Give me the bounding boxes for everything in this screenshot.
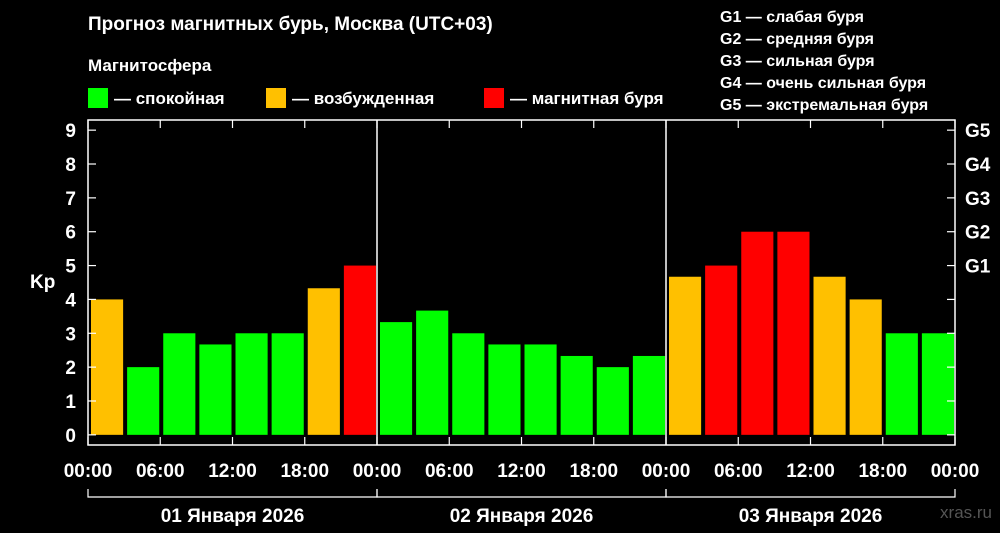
kp-bar-8 <box>380 322 413 435</box>
kp-bar-11 <box>488 344 521 435</box>
x-tick-label-9: 06:00 <box>714 461 763 482</box>
legend-swatch-storm <box>484 88 504 108</box>
legend-swatch-active <box>266 88 286 108</box>
g-level-label-G3: G3 <box>965 189 990 210</box>
x-tick-label-12: 00:00 <box>931 461 980 482</box>
storm-scale-g2: G2 — средняя буря <box>720 31 874 48</box>
kp-bar-16 <box>669 276 702 435</box>
day-bracket-0 <box>87 489 378 498</box>
y-tick-label-5: 5 <box>65 257 76 278</box>
y-tick-label-9: 9 <box>65 121 76 142</box>
day-label-2: 03 Января 2026 <box>739 506 883 527</box>
legend-swatch-quiet <box>88 88 108 108</box>
y-tick-label-3: 3 <box>65 324 76 345</box>
kp-bar-21 <box>849 299 882 435</box>
storm-scale-g5: G5 — экстремальная буря <box>720 97 929 114</box>
legend-item-storm: — магнитная буря <box>484 88 664 110</box>
x-tick-label-5: 06:00 <box>425 461 474 482</box>
x-tick-label-2: 12:00 <box>208 461 257 482</box>
y-tick-label-4: 4 <box>65 290 76 311</box>
x-tick-label-1: 06:00 <box>136 461 185 482</box>
kp-bar-1 <box>127 367 160 435</box>
kp-bar-12 <box>524 344 557 435</box>
kp-bar-23 <box>921 333 954 435</box>
kp-bar-14 <box>596 367 629 435</box>
kp-bar-20 <box>813 276 846 435</box>
y-tick-label-7: 7 <box>65 189 76 210</box>
kp-bar-19 <box>777 231 810 435</box>
day-label-0: 01 Января 2026 <box>161 506 305 527</box>
watermark: xras.ru <box>940 503 992 522</box>
kp-bar-3 <box>199 344 232 435</box>
kp-bar-18 <box>741 231 774 435</box>
y-tick-label-1: 1 <box>65 392 76 413</box>
x-tick-label-11: 18:00 <box>858 461 907 482</box>
x-tick-label-4: 00:00 <box>353 461 402 482</box>
y-tick-label-6: 6 <box>65 223 76 244</box>
chart-title: Прогноз магнитных бурь, Москва (UTC+03) <box>88 14 493 35</box>
x-tick-label-7: 18:00 <box>569 461 618 482</box>
x-tick-label-8: 00:00 <box>642 461 691 482</box>
legend-title: Магнитосфера <box>88 56 212 75</box>
x-tick-label-3: 18:00 <box>280 461 329 482</box>
legend-label-storm: — магнитная буря <box>510 89 664 108</box>
day-bracket-1 <box>376 489 667 498</box>
kp-bar-0 <box>91 299 124 435</box>
g-level-label-G4: G4 <box>965 155 991 176</box>
legend-item-quiet: — спокойная <box>88 88 225 110</box>
g-level-label-G1: G1 <box>965 257 991 278</box>
y-axis-label: Kp <box>30 272 56 293</box>
kp-bar-17 <box>705 265 738 435</box>
kp-bar-9 <box>416 310 449 435</box>
kp-bar-4 <box>235 333 268 435</box>
storm-scale-g1: G1 — слабая буря <box>720 9 865 26</box>
kp-bar-10 <box>452 333 485 435</box>
kp-bar-15 <box>632 355 665 435</box>
kp-bar-7 <box>343 265 376 435</box>
day-bracket-2 <box>665 489 956 498</box>
x-tick-label-6: 12:00 <box>497 461 546 482</box>
legend-label-quiet: — спокойная <box>114 89 225 108</box>
legend-item-active: — возбужденная <box>266 88 434 110</box>
storm-scale-g4: G4 — очень сильная буря <box>720 75 927 92</box>
x-tick-label-0: 00:00 <box>64 461 113 482</box>
kp-bar-5 <box>271 333 304 435</box>
legend-label-active: — возбужденная <box>292 89 435 108</box>
day-label-1: 02 Января 2026 <box>450 506 594 527</box>
g-level-label-G5: G5 <box>965 121 991 142</box>
storm-scale-g3: G3 — сильная буря <box>720 53 875 70</box>
x-tick-label-10: 12:00 <box>786 461 835 482</box>
y-tick-label-0: 0 <box>65 426 76 447</box>
g-level-label-G2: G2 <box>965 223 990 244</box>
y-tick-label-8: 8 <box>65 155 76 176</box>
y-tick-label-2: 2 <box>65 358 76 379</box>
kp-bar-6 <box>307 288 340 435</box>
kp-bar-22 <box>885 333 918 435</box>
kp-bar-13 <box>560 355 593 435</box>
kp-bar-2 <box>163 333 196 435</box>
